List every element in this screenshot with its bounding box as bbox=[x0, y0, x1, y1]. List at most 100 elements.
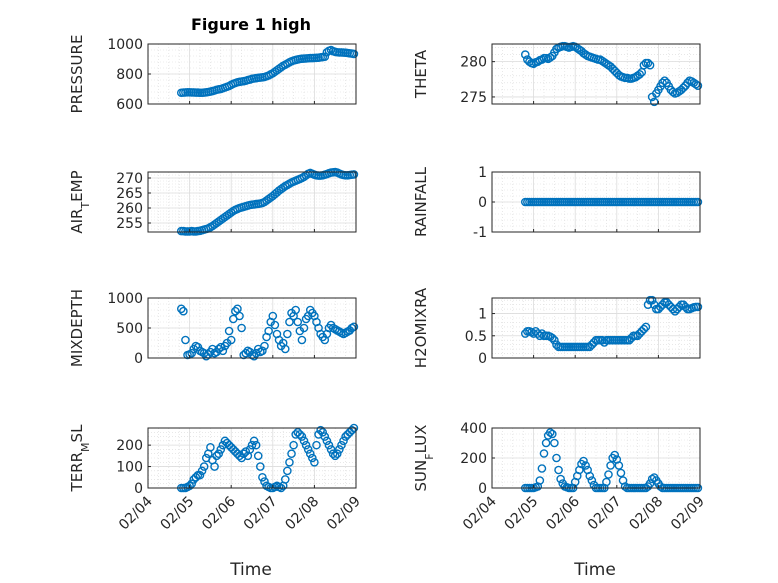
data-point bbox=[581, 461, 590, 470]
data-point bbox=[185, 481, 194, 491]
data-point bbox=[285, 317, 294, 327]
data-point bbox=[206, 442, 215, 452]
data-point bbox=[332, 449, 342, 459]
y-tick-label: 0 bbox=[134, 351, 143, 367]
data-point bbox=[541, 438, 551, 448]
data-point bbox=[520, 329, 530, 338]
data-point bbox=[660, 76, 669, 86]
data-point bbox=[606, 461, 615, 470]
data-point bbox=[616, 468, 626, 478]
y-tick-label: 500 bbox=[116, 321, 143, 337]
data-point bbox=[285, 457, 294, 467]
data-point bbox=[681, 302, 690, 312]
y-tick-label: 270 bbox=[116, 171, 143, 187]
y-tick-label: 1 bbox=[478, 165, 487, 181]
y-tick-label: 275 bbox=[460, 90, 487, 106]
subplot-1: 600 800 1000 PRESSURE bbox=[68, 35, 359, 114]
data-point bbox=[199, 462, 209, 471]
data-point bbox=[585, 471, 595, 481]
data-point bbox=[241, 447, 251, 456]
data-point bbox=[235, 311, 244, 321]
data-point bbox=[320, 432, 330, 441]
data-point bbox=[349, 170, 359, 179]
data-point bbox=[239, 449, 248, 459]
data-point bbox=[525, 57, 534, 66]
data-point bbox=[602, 477, 611, 487]
data-point bbox=[297, 335, 307, 345]
y-tick-label: 0 bbox=[478, 481, 487, 497]
data-point bbox=[658, 78, 667, 88]
y-tick-label: 100 bbox=[116, 460, 143, 476]
figure-title: Figure 1 high bbox=[191, 15, 311, 34]
data-point bbox=[683, 78, 692, 88]
data-point bbox=[287, 449, 296, 459]
data-point bbox=[301, 440, 311, 450]
data-point bbox=[322, 436, 332, 446]
data-point bbox=[280, 475, 290, 484]
data-point bbox=[303, 445, 313, 454]
y-tick-label: 265 bbox=[116, 186, 143, 202]
data-point bbox=[552, 453, 561, 463]
y-axis-label: PRESSURE bbox=[68, 35, 86, 114]
x-axis-label-left: Time bbox=[229, 560, 272, 580]
data-point bbox=[668, 87, 678, 97]
data-point bbox=[587, 476, 597, 485]
data-point bbox=[691, 79, 701, 89]
data-point bbox=[310, 457, 319, 467]
data-point bbox=[647, 474, 657, 484]
y-tick-label: 200 bbox=[460, 451, 487, 467]
data-point bbox=[533, 57, 543, 66]
data-point bbox=[258, 472, 267, 482]
data-point bbox=[224, 326, 234, 336]
data-point bbox=[322, 47, 332, 57]
data-point bbox=[639, 60, 649, 70]
data-point bbox=[293, 317, 303, 327]
data-point bbox=[312, 440, 321, 450]
y-tick-label: 0 bbox=[134, 481, 143, 497]
y-tick-label: 280 bbox=[460, 55, 487, 71]
data-point bbox=[291, 305, 300, 315]
data-point bbox=[347, 425, 357, 435]
data-point bbox=[318, 427, 328, 437]
y-tick-label: 200 bbox=[116, 438, 143, 454]
y-tick-label: 1 bbox=[478, 307, 487, 323]
data-point bbox=[297, 432, 307, 441]
data-point bbox=[579, 456, 588, 466]
data-point bbox=[216, 445, 226, 454]
y-tick-label: 400 bbox=[460, 421, 487, 437]
data-point bbox=[260, 341, 269, 351]
data-point bbox=[218, 346, 228, 356]
y-axis-label: TERRMSL bbox=[68, 424, 92, 493]
data-point bbox=[316, 425, 325, 435]
data-point bbox=[212, 451, 221, 461]
data-point bbox=[537, 55, 547, 64]
data-point bbox=[604, 470, 613, 479]
axes-frame bbox=[147, 427, 357, 489]
data-point bbox=[270, 320, 280, 330]
data-point bbox=[330, 451, 340, 461]
data-point bbox=[283, 466, 292, 476]
data-point bbox=[529, 59, 538, 69]
data-point bbox=[693, 81, 703, 90]
data-point bbox=[176, 304, 186, 314]
subplot-4: -1 0 1 RAINFALL bbox=[412, 165, 703, 241]
data-point bbox=[260, 477, 269, 486]
axes-frame bbox=[147, 171, 357, 233]
data-point bbox=[308, 453, 317, 463]
data-point bbox=[247, 440, 257, 450]
data-point bbox=[231, 306, 240, 316]
data-point bbox=[280, 344, 290, 354]
y-tick-label: -1 bbox=[473, 225, 487, 241]
data-point bbox=[597, 335, 607, 345]
y-tick-label: 260 bbox=[116, 201, 143, 217]
y-axis-label: RAINFALL bbox=[412, 166, 430, 237]
y-axis-label: SUNFLUX bbox=[412, 425, 436, 492]
data-point bbox=[299, 436, 309, 446]
data-point bbox=[647, 295, 657, 305]
data-point bbox=[679, 83, 688, 93]
axes-frame bbox=[491, 297, 701, 359]
y-tick-label: 600 bbox=[116, 97, 143, 113]
data-point bbox=[258, 346, 267, 356]
